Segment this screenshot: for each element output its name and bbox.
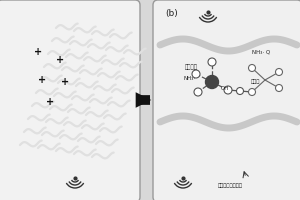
FancyBboxPatch shape — [0, 0, 140, 200]
Text: +: + — [38, 75, 46, 85]
Circle shape — [194, 88, 202, 96]
Circle shape — [275, 68, 283, 75]
Circle shape — [248, 88, 256, 96]
Text: +: + — [61, 77, 69, 87]
FancyBboxPatch shape — [153, 0, 300, 200]
Text: +: + — [56, 55, 64, 65]
Text: 免疫抗菌生物调节: 免疫抗菌生物调节 — [218, 184, 242, 188]
Text: +: + — [46, 97, 54, 107]
Circle shape — [248, 64, 256, 72]
Circle shape — [208, 58, 216, 66]
Circle shape — [206, 75, 218, 88]
Circle shape — [236, 88, 244, 95]
Circle shape — [224, 86, 232, 94]
Text: OH: OH — [221, 86, 230, 90]
Text: 离子交换: 离子交换 — [185, 64, 198, 70]
Text: NH₃·: NH₃· — [183, 75, 195, 80]
Circle shape — [275, 84, 283, 92]
Text: (b): (b) — [165, 9, 178, 18]
Text: +: + — [34, 47, 42, 57]
Text: 共价交: 共价交 — [251, 79, 260, 84]
Text: NH₃· Q: NH₃· Q — [252, 49, 270, 54]
Circle shape — [192, 70, 200, 78]
